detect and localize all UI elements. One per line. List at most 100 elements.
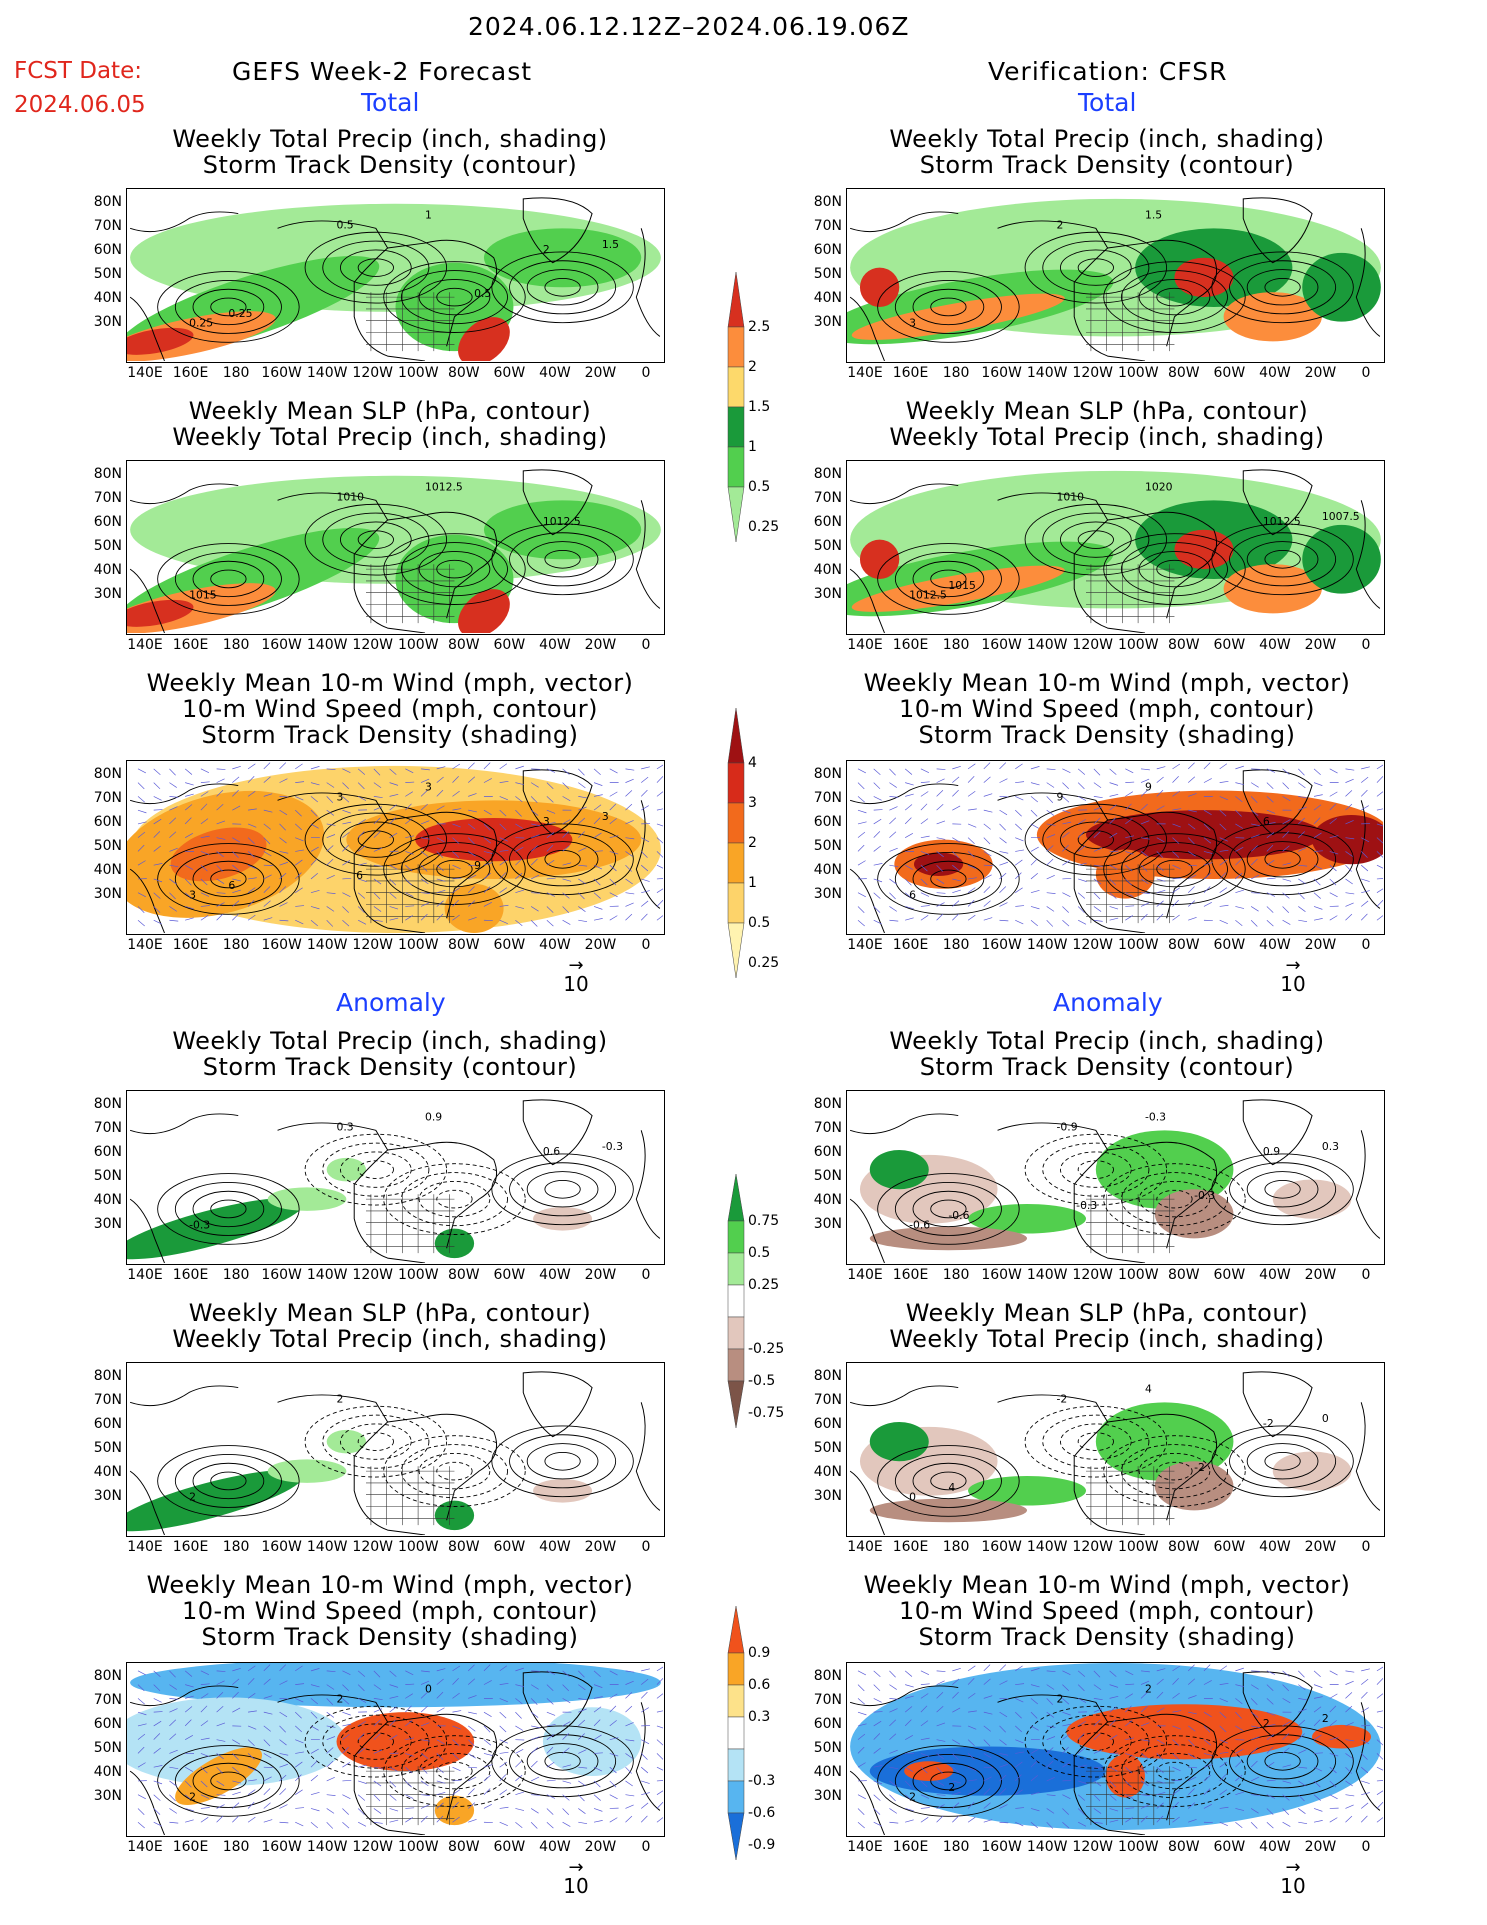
wind-vector	[1156, 900, 1164, 907]
lon-tick-label: 140E	[847, 1267, 883, 1283]
contour-line	[894, 279, 1002, 334]
lon-tick-label: 20W	[1304, 937, 1337, 953]
wind-vector	[421, 768, 430, 771]
wind-vector	[1046, 1698, 1054, 1705]
wind-vector	[857, 782, 865, 790]
wind-vector	[137, 1698, 145, 1705]
wind-vector	[562, 796, 571, 802]
contour-label: 0.3	[1322, 1140, 1339, 1153]
wind-vector	[357, 1684, 365, 1692]
wind-vector	[1046, 1794, 1056, 1796]
wind-vector	[578, 806, 587, 811]
wind-vector	[342, 1723, 352, 1727]
wind-vector	[967, 1766, 977, 1771]
wind-vector	[373, 1698, 383, 1701]
wind-vector	[873, 1720, 882, 1727]
precip-anomaly-area	[127, 1469, 304, 1532]
wind-vector	[1030, 846, 1039, 852]
wind-vector	[436, 837, 445, 843]
wind-vector	[1360, 1766, 1369, 1774]
wind-vector	[1187, 900, 1196, 907]
wind-vector	[889, 1670, 896, 1678]
wind-vector	[389, 1719, 397, 1727]
colorbar-tick-label: -0.5	[748, 1373, 776, 1389]
contour-line	[1077, 530, 1114, 549]
wind-vector	[216, 1680, 225, 1685]
wind-vector	[1282, 768, 1290, 775]
lon-tick-label: 40W	[539, 1267, 571, 1283]
wind-vector	[609, 878, 617, 886]
wind-vector	[1361, 1739, 1370, 1745]
wind-vector	[421, 1794, 430, 1796]
contour-lines	[157, 1705, 634, 1817]
precip-anomaly-area	[869, 1226, 1028, 1251]
wind-vector	[216, 1753, 224, 1760]
precip-anomaly-area	[968, 1204, 1087, 1234]
lat-tick-label: 80N	[813, 194, 842, 210]
wind-vector	[1156, 851, 1164, 858]
colorbar-tick-label: 0.25	[748, 1277, 780, 1293]
wind-vector	[247, 790, 256, 797]
wind-vector	[373, 1780, 382, 1787]
wind-vector	[1093, 1708, 1103, 1713]
wind-vector	[1140, 864, 1148, 872]
wind-vector	[1313, 878, 1321, 886]
wind-vector	[1282, 782, 1290, 790]
wind-vector	[405, 1766, 413, 1774]
left-total-label: Total	[361, 88, 420, 117]
wind-vector	[216, 837, 226, 840]
wind-vector	[1329, 1737, 1339, 1740]
wind-vector	[499, 796, 508, 801]
wind-vector	[389, 878, 397, 886]
wind-vector	[452, 851, 460, 858]
wind-vector	[1062, 1684, 1070, 1692]
wind-vector	[373, 1749, 383, 1754]
lon-tick-label: 180	[222, 1839, 250, 1855]
colorbar-tick-label: -0.6	[748, 1805, 776, 1821]
wind-vector	[1109, 1684, 1119, 1688]
colorbar-tick-label: 1.5	[748, 399, 771, 415]
wind-vector	[1282, 878, 1292, 882]
wind-vector	[153, 1720, 162, 1727]
wind-vector	[1030, 766, 1040, 770]
colorbar-swatch	[727, 1780, 745, 1814]
wind-vector	[169, 1794, 176, 1802]
lon-tick-label: 60W	[493, 1539, 526, 1555]
contour-line	[1077, 258, 1114, 277]
wind-vector	[247, 887, 256, 893]
wind-vector	[1062, 844, 1069, 852]
precip-anomaly-area	[127, 1197, 304, 1260]
wind-vector	[656, 1710, 663, 1713]
precip-area	[1174, 257, 1234, 298]
wind-vector	[405, 878, 412, 886]
contour-line	[192, 288, 265, 326]
contour-line	[912, 860, 985, 898]
wind-vector	[310, 906, 320, 910]
wind-vector	[169, 782, 177, 788]
wind-vector	[295, 837, 304, 842]
wind-vector	[1266, 1698, 1274, 1705]
wind-vector	[499, 1682, 509, 1685]
wind-vector	[200, 791, 209, 797]
wind-vector	[1282, 919, 1291, 925]
wind-vector	[263, 1819, 273, 1823]
right-column-title: Verification: CFSR	[988, 57, 1228, 86]
wind-vector	[1030, 1668, 1040, 1672]
wind-vector	[936, 902, 945, 907]
wind-vector	[483, 809, 492, 815]
wind-vector	[920, 1794, 930, 1799]
wind-vector	[279, 823, 286, 831]
wind-vector	[1313, 1734, 1322, 1740]
wind-vector	[232, 1780, 242, 1784]
contour-label: -0.3	[1076, 1199, 1097, 1212]
wind-vector	[279, 872, 287, 880]
wind-vector	[1360, 913, 1368, 921]
wind-vector	[436, 805, 445, 811]
contour-line	[210, 569, 247, 589]
greenland-coast	[1242, 1099, 1313, 1166]
wind-vector	[1313, 782, 1323, 786]
contour-line	[436, 287, 473, 307]
wind-vector	[184, 892, 193, 899]
wind-vector	[1361, 837, 1370, 843]
wind-vector	[295, 1751, 305, 1754]
